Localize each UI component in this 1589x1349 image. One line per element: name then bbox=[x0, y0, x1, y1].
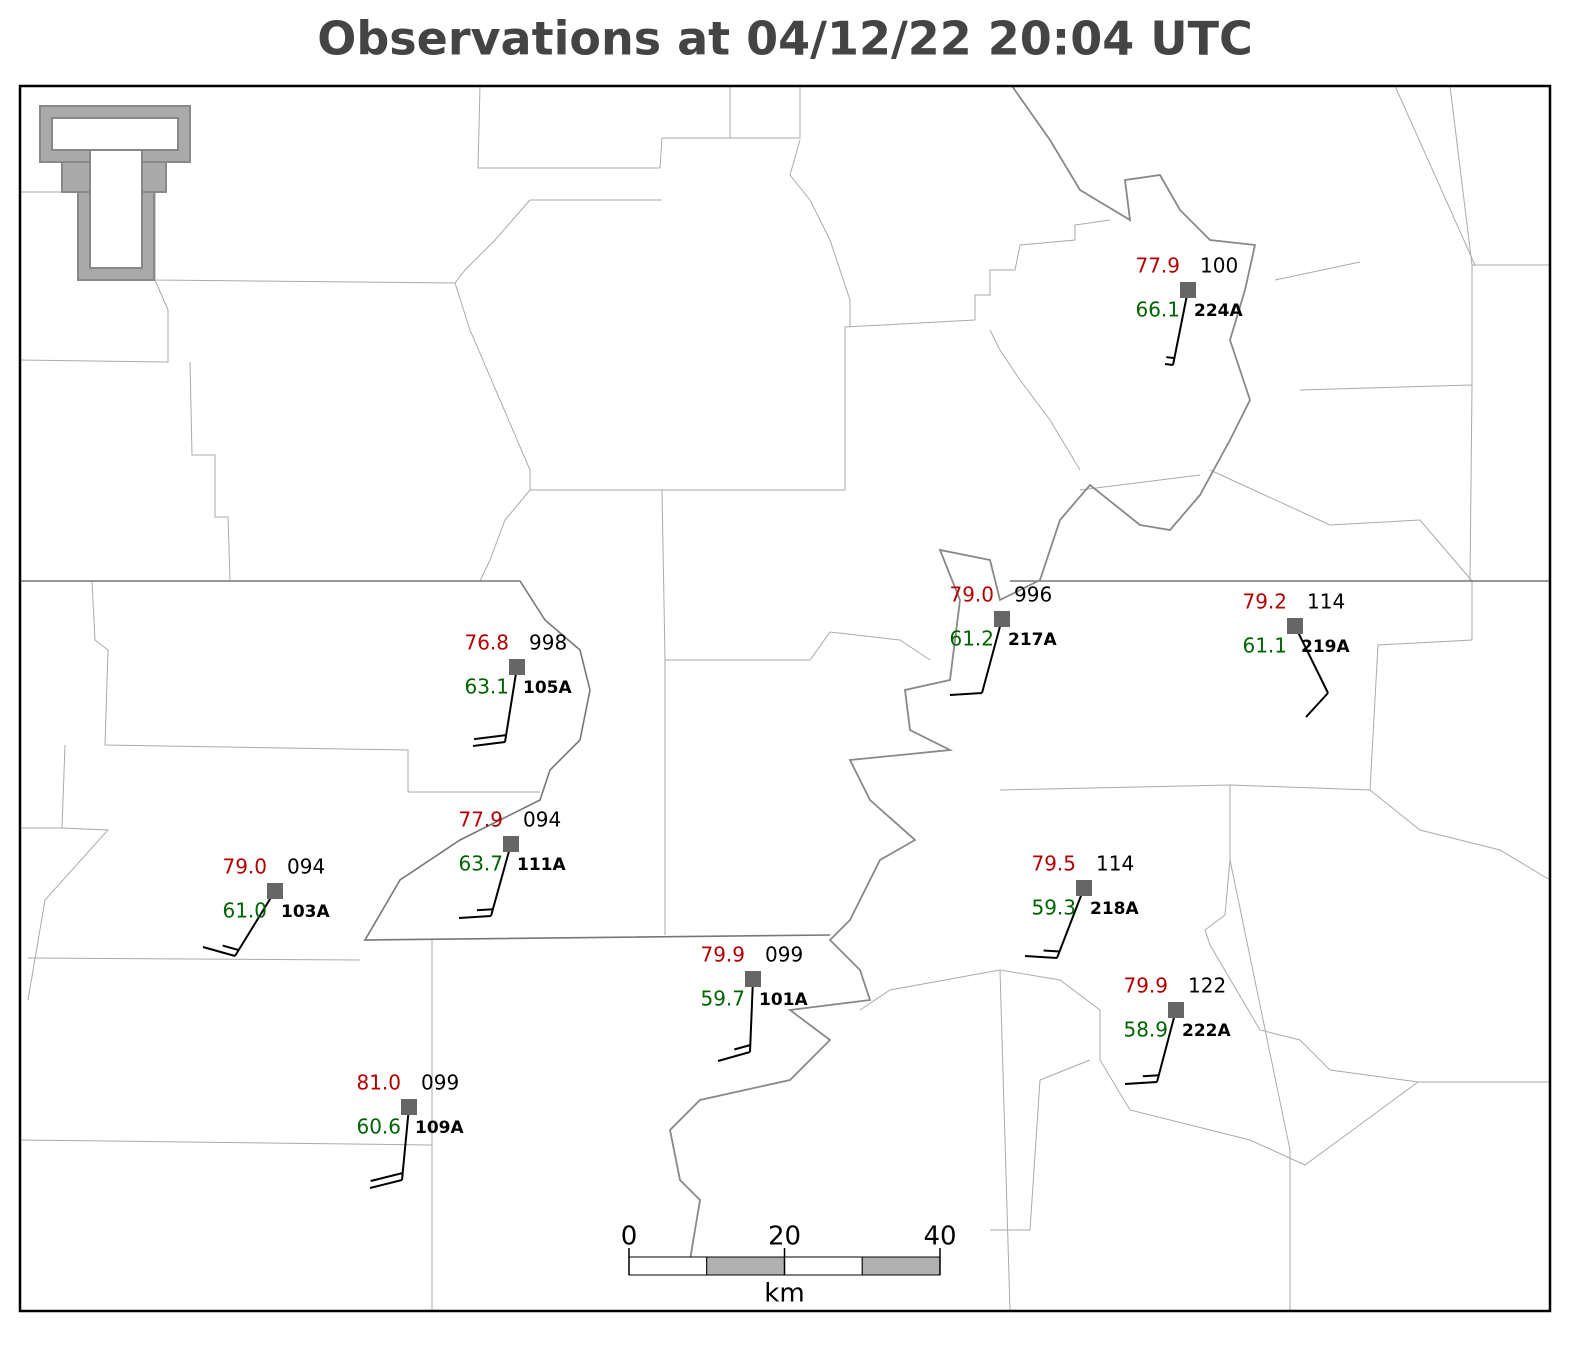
wind-staff bbox=[504, 666, 518, 743]
station-id: 101A bbox=[759, 990, 808, 1010]
station-marker bbox=[994, 611, 1010, 627]
dewpoint: 59.7 bbox=[700, 987, 745, 1011]
station-marker bbox=[745, 971, 761, 987]
temperature: 79.9 bbox=[1123, 974, 1168, 998]
dewpoint: 63.1 bbox=[464, 675, 509, 699]
wind-barb bbox=[369, 1179, 403, 1189]
wind-barb bbox=[1142, 1074, 1159, 1078]
pressure: 122 bbox=[1188, 974, 1226, 998]
scale-tick-label: 40 bbox=[923, 1222, 956, 1252]
station-id: 103A bbox=[281, 902, 330, 922]
stations: 77.9 100 66.1 224A 79.0 996 61.2 217A 79.2 114 61.… bbox=[202, 254, 1350, 1189]
dewpoint: 60.6 bbox=[356, 1115, 401, 1139]
station-marker bbox=[1168, 1002, 1184, 1018]
pressure: 114 bbox=[1096, 852, 1134, 876]
pressure: 114 bbox=[1307, 590, 1345, 614]
station-marker bbox=[267, 883, 283, 899]
wind-staff bbox=[1172, 289, 1189, 366]
scale-segment bbox=[861, 1256, 941, 1276]
wind-barb bbox=[1166, 356, 1175, 360]
logo bbox=[39, 105, 191, 281]
dewpoint: 58.9 bbox=[1123, 1018, 1168, 1042]
wind-barb bbox=[458, 915, 492, 919]
wind-barb bbox=[202, 946, 236, 957]
wind-barb bbox=[734, 1044, 751, 1051]
dewpoint: 61.2 bbox=[949, 627, 994, 651]
wind-barb bbox=[1305, 692, 1329, 718]
temperature: 77.9 bbox=[1135, 254, 1180, 278]
temperature: 79.0 bbox=[949, 583, 994, 607]
station-id: 218A bbox=[1090, 899, 1139, 919]
wind-barb bbox=[1043, 949, 1060, 953]
scale-tick-label: 0 bbox=[621, 1222, 638, 1252]
station-marker bbox=[509, 659, 525, 675]
scale-bar: 0 20 40 km bbox=[621, 1222, 957, 1309]
temperature: 79.5 bbox=[1031, 852, 1076, 876]
dewpoint: 66.1 bbox=[1135, 298, 1180, 322]
station-marker bbox=[1180, 282, 1196, 298]
wind-staff bbox=[981, 618, 1003, 694]
dewpoint: 61.1 bbox=[1242, 634, 1287, 658]
dewpoint: 63.7 bbox=[458, 852, 503, 876]
station-id: 219A bbox=[1301, 637, 1350, 657]
temperature: 79.2 bbox=[1242, 590, 1287, 614]
wind-barb bbox=[222, 944, 239, 952]
wind-barb bbox=[476, 908, 493, 912]
pressure: 099 bbox=[765, 943, 803, 967]
station-marker bbox=[401, 1099, 417, 1115]
temperature: 77.9 bbox=[458, 808, 503, 832]
pressure: 996 bbox=[1014, 583, 1052, 607]
wind-barb bbox=[949, 692, 983, 696]
scale-segment bbox=[706, 1256, 785, 1276]
pressure: 094 bbox=[287, 855, 325, 879]
wind-barb bbox=[1124, 1081, 1158, 1085]
wind-barb bbox=[472, 741, 506, 747]
temperature: 79.9 bbox=[700, 943, 745, 967]
temperature: 79.0 bbox=[222, 855, 267, 879]
station-id: 111A bbox=[517, 855, 566, 875]
scale-unit: km bbox=[764, 1279, 804, 1309]
wind-staff bbox=[234, 890, 276, 957]
wind-barb bbox=[370, 1172, 403, 1183]
pressure: 998 bbox=[529, 631, 567, 655]
wind-staff bbox=[401, 1106, 410, 1181]
station-id: 105A bbox=[523, 678, 572, 698]
wind-staff bbox=[1294, 625, 1329, 694]
scale-segment bbox=[628, 1256, 708, 1276]
pressure: 099 bbox=[421, 1071, 459, 1095]
station-id: 217A bbox=[1008, 630, 1057, 650]
wind-staff bbox=[1056, 887, 1085, 959]
temperature: 81.0 bbox=[356, 1071, 401, 1095]
temperature: 76.8 bbox=[464, 631, 509, 655]
wind-staff bbox=[1156, 1009, 1177, 1083]
station-marker bbox=[1076, 880, 1092, 896]
map-frame bbox=[18, 84, 1552, 1313]
wind-barb bbox=[717, 1051, 751, 1062]
station-marker bbox=[1287, 618, 1303, 634]
title: Observations at 04/12/22 20:04 UTC bbox=[317, 12, 1252, 66]
basemap bbox=[19, 85, 1551, 1312]
station-marker bbox=[503, 836, 519, 852]
wind-staff bbox=[749, 978, 754, 1053]
scale-tick-label: 20 bbox=[768, 1222, 801, 1252]
scale-segment bbox=[784, 1256, 863, 1276]
wind-staff bbox=[490, 843, 512, 917]
dewpoint: 59.3 bbox=[1031, 896, 1076, 920]
station-id: 109A bbox=[415, 1118, 464, 1138]
station-id: 222A bbox=[1182, 1021, 1231, 1041]
pressure: 094 bbox=[523, 808, 561, 832]
wind-barb bbox=[473, 734, 507, 741]
wind-barb bbox=[1024, 955, 1058, 959]
pressure: 100 bbox=[1200, 254, 1238, 278]
station-id: 224A bbox=[1194, 301, 1243, 321]
dewpoint: 61.0 bbox=[222, 899, 267, 923]
wind-barb bbox=[1164, 363, 1174, 366]
